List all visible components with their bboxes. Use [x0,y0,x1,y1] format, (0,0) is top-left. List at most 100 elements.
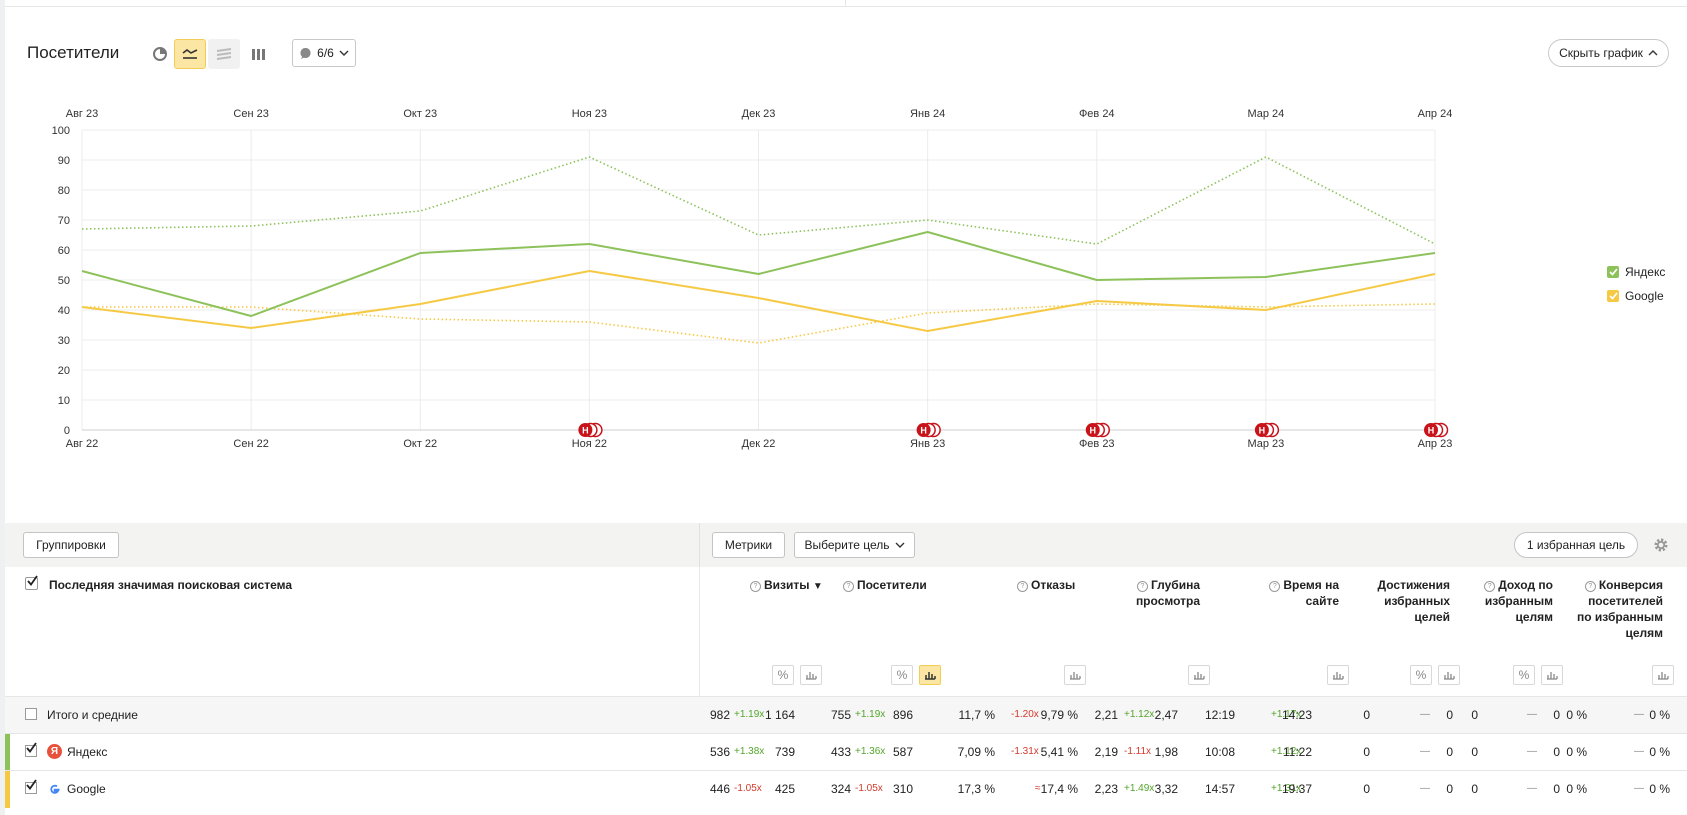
bounce-previous-value: 11,7 % [958,708,995,722]
bar-chart-toggle-icon[interactable] [919,665,941,685]
column-header-depth[interactable]: ? Глубина просмотра [1135,578,1200,608]
conversion-change-ratio: — [1634,709,1644,720]
bar-chart-toggle-icon[interactable] [1652,665,1674,685]
x-top-tick-label: Апр 24 [1418,108,1453,120]
x-tick-label: Дек 22 [742,438,776,450]
income-previous-value: 0 [1471,745,1478,759]
google-logo-icon [50,784,60,794]
row-checkbox[interactable] [25,742,37,757]
bar-chart-toggle-icon[interactable] [1064,665,1086,685]
table-row-total[interactable]: Итого и средние 982 +1.19x 1 164 755 +1.19x 89… [5,696,1687,734]
percent-toggle-icon[interactable]: % [1410,665,1432,685]
bounce-current-value: 9,79 % [1040,708,1078,722]
bar-chart-toggle-icon[interactable] [1327,665,1349,685]
conversion-previous-value: 0 % [1566,708,1587,722]
annotation-marker [578,423,593,437]
column-header-visits[interactable]: ? Визиты ▼ [750,577,823,595]
visitors-previous-value: 755 [830,708,851,722]
annotation-marker-label: Н [1259,426,1266,436]
conversion-previous-value: 0 % [1566,782,1587,796]
goals-change-ratio: — [1420,709,1430,720]
x-top-tick-label: Авг 23 [66,108,98,120]
row-checkbox[interactable] [25,708,37,720]
x-top-tick-label: Окт 23 [403,108,437,120]
time-change-ratio: +1.31x [1271,783,1302,794]
percent-toggle-icon[interactable]: % [891,665,913,685]
metrics-button[interactable]: Метрики [712,532,785,558]
legend-item-google[interactable]: Google [1607,284,1665,308]
visits-change-ratio: -1.05x [734,783,762,794]
chevron-up-icon [1648,50,1658,56]
time-current-value: 14:23 [1281,708,1312,722]
line-chart-icon[interactable] [174,39,206,69]
table-row[interactable]: Я Яндекс 536 +1.38x 739 433 +1.36x 587 7,09 % -1.… [5,733,1687,771]
column-header-visitors[interactable]: ? Посетители [843,577,927,593]
bar-chart-toggle-icon[interactable] [800,665,822,685]
annotation-marker [1424,423,1438,437]
visitors-line-chart: 0 10 20 30 40 50 60 70 80 90 100 Авг 22 Авг 23 Сен 22… [52,108,1453,450]
groupings-button[interactable]: Группировки [23,532,119,558]
top-strip [5,0,1687,7]
column-header-bounce[interactable]: ? Отказы [1017,577,1075,593]
chart-title: Посетители [27,43,120,62]
hide-chart-button[interactable]: Скрыть график [1548,39,1669,67]
annotation-marker [1254,423,1269,437]
x-top-tick-label: Мар 24 [1247,108,1284,120]
visitors-change-ratio: -1.05x [855,783,883,794]
visitors-current-value: 896 [892,708,913,722]
table-row[interactable]: Google 446 -1.05x 425 324 -1.05x 310 17,3 % ≈17,… [5,770,1687,808]
pie-chart-icon[interactable] [144,39,176,69]
y-tick-label: 90 [58,155,70,167]
annotations-button[interactable]: 6/6 [292,39,356,67]
bar-chart-icon[interactable] [243,39,275,69]
table-toolbar: Группировки Метрики Выберите цель 1 избр… [5,523,1687,567]
y-tick-label: 100 [52,125,70,137]
legend-checkbox-icon[interactable] [1607,266,1619,278]
visits-current-value: 425 [774,782,795,796]
favorite-goal-button[interactable]: 1 избранная цель [1514,532,1638,558]
chart-legend: Яндекс Google [1607,260,1665,308]
income-current-value: 0 [1553,782,1560,796]
visits-previous-value: 536 [709,745,730,759]
area-chart-icon[interactable] [208,39,240,69]
dimension-header[interactable]: Последняя значимая поисковая система [49,578,293,592]
dimension-checkbox[interactable] [25,575,38,590]
bar-chart-toggle-icon[interactable] [1438,665,1460,685]
column-header-conversion[interactable]: ? Конверсия посетителей по избранным целя… [1577,578,1663,640]
column-header-goals[interactable]: Достижения избранных целей [1377,578,1450,624]
column-header-income[interactable]: ? Доход по избранным целям [1484,578,1553,624]
row-checkbox[interactable] [25,779,37,794]
x-tick-label: Фев 23 [1079,438,1115,450]
income-current-value: 0 [1553,745,1560,759]
column-header-time[interactable]: ? Время на сайте [1259,577,1339,609]
goal-select[interactable]: Выберите цель [794,532,915,558]
income-current-value: 0 [1553,708,1560,722]
legend-item-yandex[interactable]: Яндекс [1607,260,1665,284]
gear-icon[interactable] [1653,537,1669,553]
visits-change-ratio: +1.38x [734,746,765,757]
legend-checkbox-icon[interactable] [1607,290,1619,302]
income-previous-value: 0 [1471,708,1478,722]
percent-toggle-icon[interactable]: % [1513,665,1535,685]
conversion-change-ratio: — [1634,783,1644,794]
percent-toggle-icon[interactable]: % [772,665,794,685]
depth-previous-value: 2,19 [1094,745,1118,759]
time-previous-value: 10:08 [1204,745,1235,759]
goals-current-value: 0 [1446,708,1453,722]
conversion-current-value: 0 % [1649,745,1670,759]
visitors-current-value: 310 [892,782,913,796]
bar-chart-toggle-icon[interactable] [1541,665,1563,685]
visitors-previous-value: 324 [830,782,851,796]
depth-previous-value: 2,23 [1094,782,1118,796]
conversion-current-value: 0 % [1649,782,1670,796]
y-tick-label: 40 [58,305,70,317]
bar-chart-toggle-icon[interactable] [1188,665,1210,685]
annotations-count: 6/6 [317,46,334,60]
bounce-previous-value: 7,09 % [957,745,995,759]
chevron-down-icon [895,542,905,548]
x-top-tick-label: Дек 23 [742,108,776,120]
depth-previous-value: 2,21 [1094,708,1118,722]
y-tick-label: 10 [58,395,70,407]
time-current-value: 11:22 [1282,745,1312,759]
goal-select-label: Выберите цель [804,538,890,552]
